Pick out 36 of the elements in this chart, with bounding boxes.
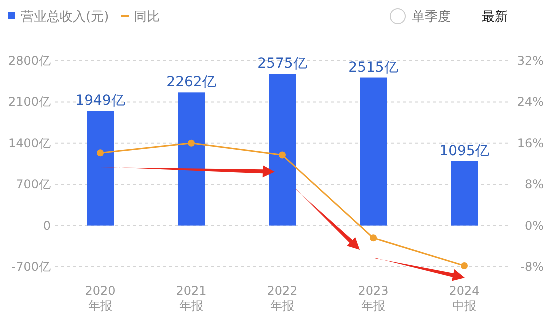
y2-tick-label: -8% bbox=[520, 260, 544, 274]
point bbox=[188, 140, 195, 147]
x-tick-label: 2021 年报 bbox=[176, 284, 207, 313]
point bbox=[279, 152, 286, 159]
bar bbox=[360, 78, 387, 226]
y-tick-label: 2100亿 bbox=[8, 95, 51, 110]
y2-tick-label: 32% bbox=[517, 54, 544, 68]
y2-tick-label: 24% bbox=[517, 95, 544, 110]
y-tick-label: 1400亿 bbox=[8, 136, 51, 150]
text: 最新 bbox=[482, 10, 508, 25]
x-tick-label: 2022 年报 bbox=[267, 284, 298, 313]
y2-tick-label: 16% bbox=[517, 136, 544, 150]
x-tick-label: 2020 年报 bbox=[85, 284, 116, 313]
x-tick-label: 2023 年报 bbox=[358, 284, 389, 313]
y2-tick-label: 0% bbox=[524, 218, 544, 233]
bar bbox=[451, 161, 478, 226]
bar bbox=[269, 74, 296, 226]
data-label: 2575亿 bbox=[258, 56, 308, 72]
point bbox=[370, 234, 377, 242]
x-tick-label: 2024 中报 bbox=[449, 284, 480, 313]
point bbox=[461, 262, 468, 270]
point bbox=[97, 150, 104, 157]
data-label: 2515亿 bbox=[348, 60, 398, 76]
y-tick-label: 2800亿 bbox=[8, 54, 51, 68]
y-tick-label: -700亿 bbox=[12, 260, 51, 274]
y-tick-label: 700亿 bbox=[16, 178, 51, 192]
data-label: 2262亿 bbox=[166, 74, 216, 91]
y2-tick-label: 8% bbox=[524, 178, 544, 192]
text: 单季度 bbox=[412, 9, 451, 25]
bar bbox=[178, 92, 205, 226]
data-label: 1095亿 bbox=[440, 143, 490, 160]
y-tick-label: 0 bbox=[43, 218, 51, 233]
data-label: 1949亿 bbox=[76, 93, 126, 110]
legend-label: 营业总收入(元) bbox=[21, 10, 110, 25]
bar bbox=[87, 111, 114, 226]
legend-label: 同比 bbox=[134, 10, 160, 25]
